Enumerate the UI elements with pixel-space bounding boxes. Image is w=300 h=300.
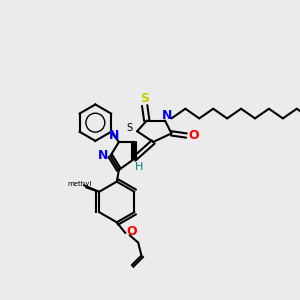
Text: S: S — [140, 92, 149, 104]
Text: N: N — [98, 149, 108, 162]
Text: N: N — [162, 109, 172, 122]
Text: N: N — [108, 129, 119, 142]
Text: S: S — [127, 123, 133, 133]
Text: O: O — [189, 129, 199, 142]
Text: O: O — [127, 226, 137, 238]
Text: H: H — [135, 162, 143, 172]
Text: methyl: methyl — [68, 181, 92, 187]
